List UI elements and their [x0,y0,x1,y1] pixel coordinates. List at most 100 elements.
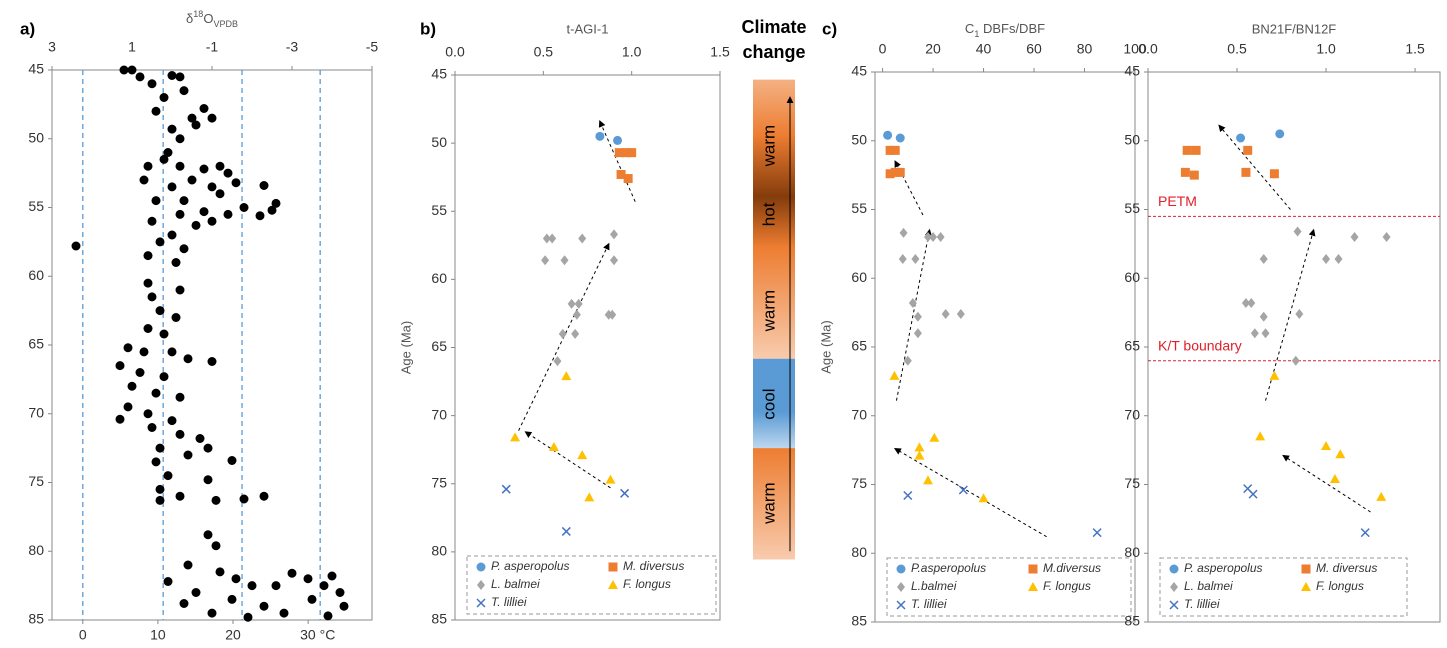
point [574,298,583,309]
point [339,601,349,611]
point [239,203,249,212]
point [123,343,133,353]
point [167,416,177,426]
title-part: 18 [193,9,203,19]
point [890,167,900,177]
climate-band [753,448,795,560]
legend-label: L. balmei [1184,579,1233,593]
point [623,174,633,184]
axis-title: t-AGI-1 [567,21,609,36]
legend-label: P. asperopolus [491,559,570,573]
point [620,488,630,498]
point [231,574,241,584]
point [183,354,193,364]
point [175,72,185,82]
legend-box [1159,557,1408,617]
y-tick-label: 60 [431,270,447,286]
point [621,148,631,158]
point [175,209,185,219]
point [1255,431,1266,441]
y-tick-label: 55 [431,202,447,218]
point [885,169,895,179]
legend-swatch [897,582,905,592]
point [155,443,165,453]
legend-swatch [1301,582,1311,591]
point [578,233,587,244]
climate-label: cool [759,389,778,420]
title-part: O [203,11,213,26]
point [211,541,221,551]
point [227,594,237,604]
point [183,560,193,570]
legend-label: T. lilliei [491,595,527,609]
point [215,189,225,199]
x-tick-label: 0.5 [534,44,554,60]
y-tick-label: 50 [851,131,867,147]
point [151,196,161,206]
point [143,278,153,288]
point [567,298,576,309]
point [1248,489,1258,499]
point [135,368,145,377]
point [135,72,145,82]
y-tick-label: 50 [28,129,44,145]
legend-swatch [1169,600,1179,610]
x-tick-label: 1.5 [1405,41,1425,57]
point [223,168,233,178]
y-tick-label: 75 [28,473,44,489]
x-tick-label: 1.5 [710,44,730,60]
y-tick-label: 50 [431,134,447,150]
point [179,196,189,206]
x-tick-label: 0.5 [1227,41,1247,57]
point [319,581,329,591]
legend-swatch [896,600,906,610]
y-tick-label: 55 [28,198,44,214]
point [898,254,907,264]
point [1275,129,1285,139]
point [155,237,165,247]
point [227,456,237,465]
point [1269,169,1279,179]
y-tick-label: 45 [431,66,447,82]
legend-swatch [476,562,486,572]
point [307,594,317,604]
point [1259,311,1268,322]
legend-label: M.diversus [1043,561,1101,575]
point [327,571,337,581]
point [1334,254,1343,264]
point [191,220,201,230]
point [163,471,173,481]
x-tick-label: 1.0 [1316,41,1336,57]
point [323,611,333,621]
title-part: C [965,21,974,36]
x-tick-label: 40 [976,41,992,57]
point [139,347,149,357]
climate-label: warm [759,290,778,333]
point [899,227,908,238]
point [175,429,185,439]
point [577,450,588,460]
point [1322,254,1331,264]
y-tick-label: 85 [431,611,447,627]
point [610,229,618,240]
point [151,106,161,116]
point [1092,528,1102,538]
y-tick-label: 75 [431,474,447,490]
legend-label: T. lilliei [1184,597,1220,611]
axis-title: δ18OVPDB [186,9,238,29]
point [247,581,257,591]
point [179,244,189,254]
y-tick-label: 75 [851,475,867,491]
legend-swatch [1301,564,1311,574]
point [614,148,624,158]
y-tick-label: 85 [28,611,44,627]
point [203,443,213,453]
point [1180,167,1190,177]
point [223,209,233,219]
axis-title: BN21F/BN12F [1252,21,1337,36]
point [1376,491,1387,501]
x-tick-label: 0.0 [445,44,465,60]
x-tick-label: 1 [128,39,136,55]
point [303,574,313,584]
point [155,484,165,494]
